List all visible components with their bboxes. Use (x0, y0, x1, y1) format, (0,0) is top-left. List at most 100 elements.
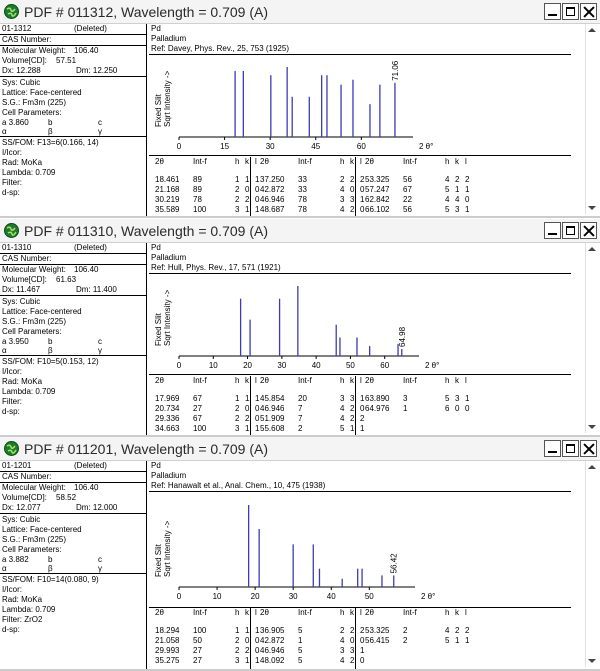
divider (0, 34, 146, 35)
table-cell: 56 (403, 205, 412, 214)
close-button[interactable] (580, 3, 597, 20)
vertical-scrollbar[interactable] (585, 461, 598, 667)
table-header: Int-f (298, 157, 312, 166)
table-header: h (235, 157, 240, 166)
table-cell: 1 (255, 424, 260, 433)
table-cell: 1 (360, 424, 365, 433)
divider (0, 482, 146, 483)
title-bar[interactable]: PDF # 011201, Wavelength = 0.709 (A) (0, 437, 600, 461)
table-cell: 1 (255, 626, 260, 635)
sys-text: Sys: Cubic (2, 78, 41, 87)
maximize-button[interactable] (562, 222, 579, 239)
info-row: Rad: MoKa (2, 377, 144, 387)
x-tick-label: 10 (209, 361, 218, 370)
cell-alpha: α (2, 346, 7, 355)
table-header: h (235, 376, 240, 385)
table-cell: 2 (340, 175, 345, 184)
table-cell: 42.872 (260, 185, 285, 194)
table-cell: 5 (445, 394, 450, 403)
table-header: l (465, 376, 467, 385)
table-cell: 1 (245, 626, 250, 635)
card-info-pane: 01-1201 (Deleted) CAS Number: Molecular Wei… (0, 461, 147, 669)
table-header: h (445, 157, 450, 166)
table-cell: 2 (235, 404, 240, 413)
vertical-scrollbar[interactable] (585, 243, 598, 433)
table-header: l (360, 376, 362, 385)
minimize-button[interactable] (544, 440, 561, 457)
close-button[interactable] (580, 440, 597, 457)
table-cell: 2 (455, 626, 460, 635)
info-row: Lambda: 0.709 (2, 387, 144, 397)
info-row: 01-1312 (Deleted) (2, 24, 144, 34)
table-cell: 1 (360, 394, 365, 403)
table-cell: 0 (350, 185, 355, 194)
table-cell: 66.102 (365, 205, 390, 214)
table-header: Int-f (298, 376, 312, 385)
formula: Pd (151, 243, 161, 252)
close-button[interactable] (580, 222, 597, 239)
header-rule (149, 273, 571, 274)
info-row: Molecular Weight: 106.40 (2, 265, 144, 275)
x-tick-label: 20 (243, 361, 252, 370)
diffraction-chart: Fixed Slit Sqrt Intensity -> 0 10 20 30 40 50 60… (149, 274, 579, 374)
title-bar[interactable]: PDF # 011312, Wavelength = 0.709 (A) (0, 0, 600, 24)
info-row: Cell Parameters: (2, 108, 144, 118)
x-axis-label: 2 θ° (419, 142, 433, 151)
table-header: h (340, 608, 345, 617)
chart-svg: Fixed Slit Sqrt Intensity -> 0 10 20 30 40 50 60… (154, 286, 439, 370)
table-cell: 1 (465, 185, 470, 194)
table-cell: 0 (465, 404, 470, 413)
scroll-down-arrow-icon[interactable] (588, 206, 596, 210)
table-cell: 7 (298, 414, 303, 423)
table-header: Int-f (298, 608, 312, 617)
minimize-button[interactable] (544, 3, 561, 20)
table-header: 2θ (155, 376, 164, 385)
table-cell: 4 (340, 205, 345, 214)
table-header: l (255, 376, 257, 385)
scroll-up-arrow-icon[interactable] (588, 28, 596, 32)
x-tick-label: 60 (380, 361, 389, 370)
info-row: Cell Parameters: (2, 327, 144, 337)
table-cell: 89 (193, 185, 202, 194)
scroll-up-arrow-icon[interactable] (588, 465, 596, 469)
sg-text: S.G.: Fm3m (225) (2, 317, 67, 326)
info-row: Lattice: Face-centered (2, 88, 144, 98)
minimize-button[interactable] (544, 222, 561, 239)
sg-text: S.G.: Fm3m (225) (2, 98, 67, 107)
volume-value: 61.63 (56, 275, 77, 284)
table-cell: 3 (235, 205, 240, 214)
info-row: SS/FOM: F10=14(0.080, 9) (2, 575, 144, 585)
table-cell: 3 (455, 205, 460, 214)
info-row: CAS Number: (2, 35, 144, 45)
table-header: 2θ (260, 376, 269, 385)
info-row: I/Icor: (2, 585, 144, 595)
scroll-down-arrow-icon[interactable] (588, 659, 596, 663)
divider (0, 76, 146, 77)
table-cell: 2 (350, 175, 355, 184)
scroll-up-arrow-icon[interactable] (588, 247, 596, 251)
info-row: Sys: Cubic (2, 297, 144, 307)
table-header: h (445, 608, 450, 617)
info-row: I/Icor: (2, 148, 144, 158)
table-cell: 0 (360, 205, 365, 214)
info-row: Sys: Cubic (2, 78, 144, 88)
scroll-down-arrow-icon[interactable] (588, 425, 596, 429)
vertical-scrollbar[interactable] (585, 24, 598, 214)
cell-beta: β (48, 346, 53, 355)
table-header: k (350, 157, 354, 166)
table-cell: 0 (255, 414, 260, 423)
info-row: Cell Parameters: (2, 545, 144, 555)
volume-label: Volume[CD]: (2, 56, 47, 65)
title-bar[interactable]: PDF # 011310, Wavelength = 0.709 (A) (0, 219, 600, 243)
chart-rule (149, 155, 571, 156)
rad-text: Rad: MoKa (2, 158, 43, 167)
maximize-button[interactable] (562, 440, 579, 457)
molecular-weight-value: 106.40 (74, 46, 99, 55)
table-cell: 3 (350, 394, 355, 403)
table-cell: 18.294 (155, 626, 180, 635)
table-cell: 5 (298, 656, 303, 665)
maximize-button[interactable] (562, 3, 579, 20)
table-cell: 64.976 (365, 404, 390, 413)
table-cell: 4 (340, 185, 345, 194)
table-header: k (455, 157, 459, 166)
